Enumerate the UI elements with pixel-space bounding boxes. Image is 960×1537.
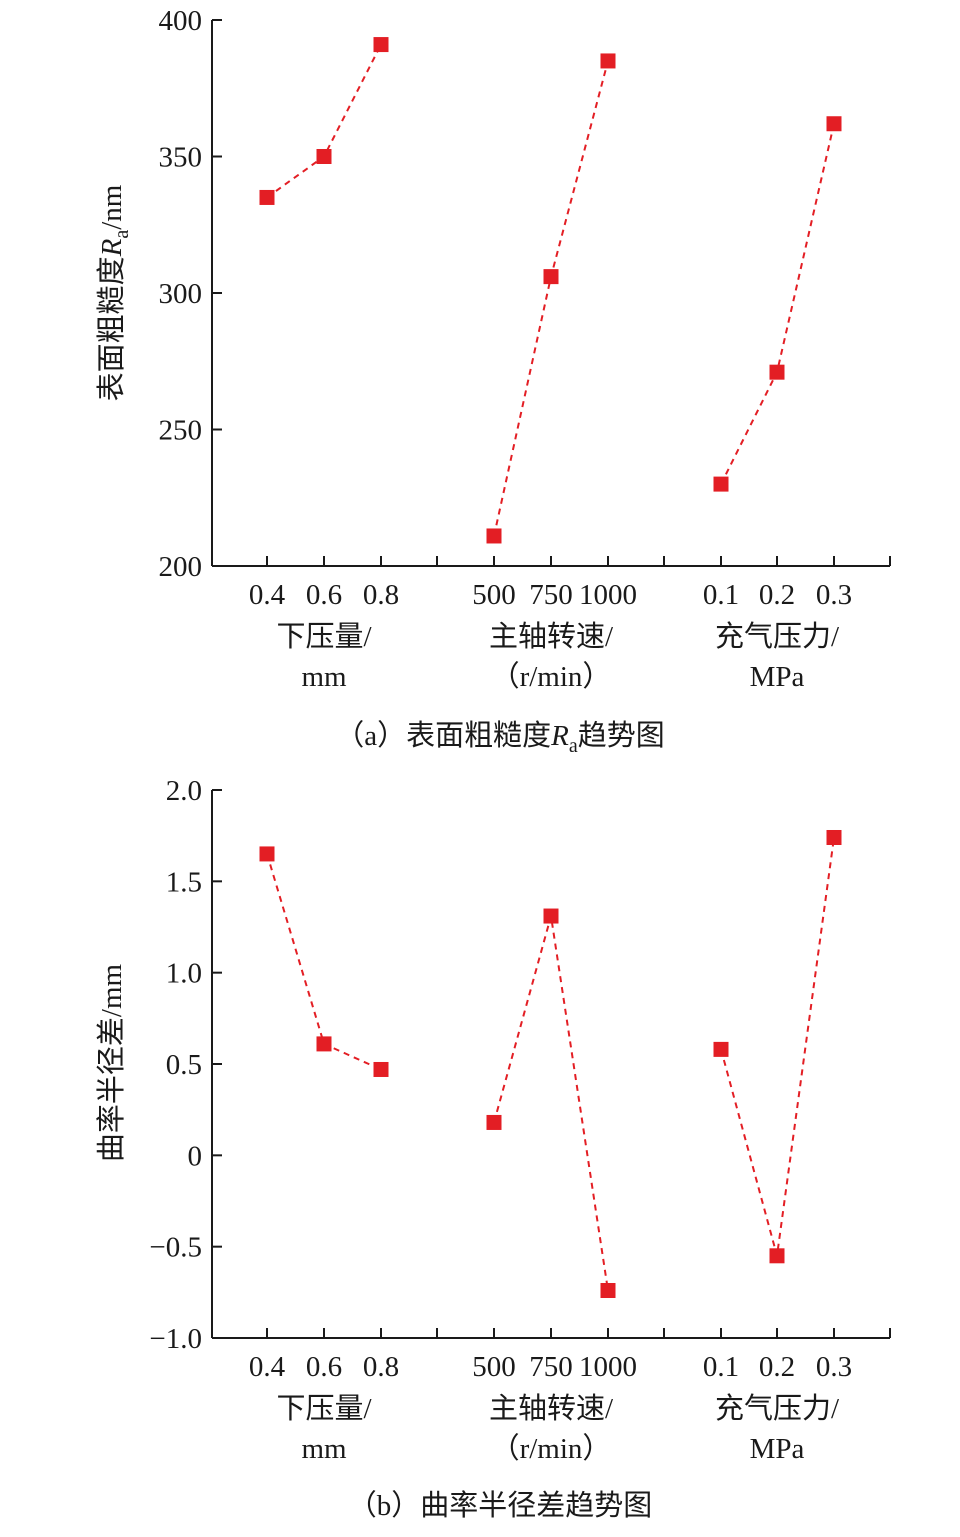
data-point — [600, 1283, 616, 1299]
chart-panel-b: −1.0 −0.5 0 0.5 1.0 1.5 2.0 曲率半径差/mm 0.4 0.6 0.8 下压… — [95, 775, 891, 1522]
data-point — [543, 908, 559, 924]
x-tick-label: 0.3 — [816, 579, 852, 611]
series-line — [266, 44, 382, 199]
data-point — [826, 829, 842, 845]
y-tick-label: −1.0 — [149, 1323, 202, 1355]
y-tick-label: 1.5 — [166, 866, 202, 898]
data-point — [316, 1036, 332, 1052]
y-tick-label: 0.5 — [166, 1049, 202, 1081]
series-line — [493, 915, 609, 1291]
data-point — [713, 1041, 729, 1057]
x-tick-label: 0.4 — [249, 1351, 286, 1383]
group-label: MPa — [750, 1433, 805, 1465]
y-tick-label: −0.5 — [149, 1232, 202, 1264]
y-tick-label: 400 — [159, 5, 203, 37]
subscript: a — [569, 735, 578, 757]
group-label: （r/min） — [491, 1433, 612, 1465]
data-point — [713, 476, 729, 492]
italic-symbol: R — [550, 720, 569, 752]
y-tick-label: 0 — [188, 1140, 203, 1172]
group-label: 主轴转速/ — [489, 620, 614, 653]
group-label: MPa — [750, 661, 805, 693]
y-tick-label: 250 — [159, 415, 203, 447]
y-axis-label: 曲率半径差/mm — [95, 963, 128, 1162]
y-tick-label: 350 — [159, 142, 203, 174]
group-label: 充气压力/ — [715, 1392, 840, 1425]
group-label: 下压量/ — [276, 621, 372, 653]
series-line — [720, 837, 835, 1257]
data-point — [769, 1248, 785, 1264]
data-point — [373, 1061, 389, 1077]
x-tick-label: 750 — [529, 579, 573, 611]
data-point — [826, 116, 842, 132]
x-tick-label: 750 — [529, 1351, 573, 1383]
text-part: 表面粗糙度 — [95, 256, 128, 401]
group-label: mm — [301, 1433, 347, 1465]
x-tick-label: 500 — [472, 1351, 516, 1383]
y-axis-label: 表面粗糙度Ra/nm — [95, 184, 133, 401]
x-tick-label: 0.1 — [703, 579, 739, 611]
y-tick-label: 300 — [159, 278, 203, 310]
text-part: 趋势图 — [578, 719, 665, 752]
y-tick-label: 200 — [159, 551, 203, 583]
group-label: （r/min） — [491, 661, 612, 693]
data-point — [600, 53, 616, 69]
x-tick-label: 1000 — [579, 1351, 637, 1383]
x-tick-label: 0.3 — [816, 1351, 852, 1383]
figure-caption: （a）表面粗糙度Ra趋势图 — [335, 719, 665, 757]
subscript: a — [111, 230, 133, 239]
series-line — [493, 60, 609, 537]
x-tick-label: 0.4 — [249, 579, 286, 611]
y-tick-label: 1.0 — [166, 958, 202, 990]
text-part: /nm — [96, 184, 128, 230]
text-part: （a）表面粗糙度 — [335, 719, 551, 752]
italic-symbol: R — [96, 238, 128, 257]
x-tick-label: 0.2 — [759, 1351, 795, 1383]
x-tick-label: 1000 — [579, 579, 637, 611]
figure-caption: （b）曲率半径差趋势图 — [348, 1489, 653, 1522]
data-point — [259, 846, 275, 862]
x-tick-label: 0.1 — [703, 1351, 739, 1383]
series-line — [720, 123, 835, 485]
data-point — [769, 364, 785, 380]
x-tick-label: 500 — [472, 579, 516, 611]
x-tick-label: 0.2 — [759, 579, 795, 611]
data-point — [373, 37, 389, 53]
x-tick-label: 0.8 — [363, 1351, 399, 1383]
x-tick-label: 0.6 — [306, 579, 342, 611]
group-label: mm — [301, 661, 347, 693]
x-tick-label: 0.6 — [306, 1351, 342, 1383]
data-point — [316, 149, 332, 164]
data-point — [486, 1114, 502, 1130]
y-tick-label: 2.0 — [166, 775, 202, 807]
data-point — [259, 189, 275, 205]
group-label: 充气压力/ — [715, 620, 840, 653]
group-label: 下压量/ — [276, 1393, 372, 1425]
data-point — [486, 528, 502, 544]
data-point — [543, 269, 559, 285]
x-tick-label: 0.8 — [363, 579, 399, 611]
group-label: 主轴转速/ — [489, 1392, 614, 1425]
